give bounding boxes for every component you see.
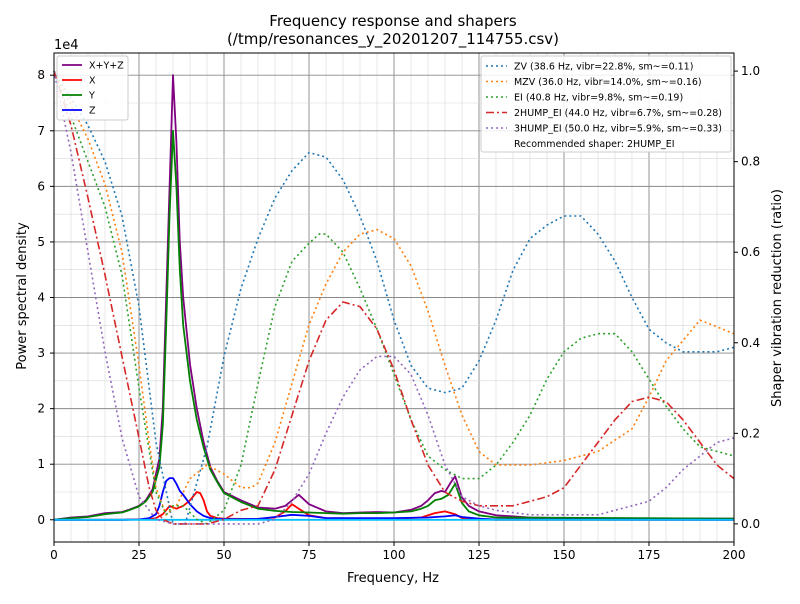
x-tick-label: 0 (50, 548, 58, 562)
psd-legend-label: Y (88, 91, 95, 102)
chart-subtitle: (/tmp/resonances_y_20201207_114755.csv) (227, 30, 559, 49)
x-tick-label: 100 (383, 548, 406, 562)
left-tick-label: 8 (37, 68, 45, 82)
left-axis-label: Power spectral density (15, 222, 30, 370)
shaper-legend-box (480, 55, 732, 153)
chart-title: Frequency response and shapers (269, 12, 517, 30)
right-tick-label: 0.0 (741, 517, 760, 531)
left-axis-ticks: 0 1 2 3 4 5 6 7 8 (37, 68, 54, 527)
psd-legend-label: Z (89, 106, 96, 117)
shaper-legend-label: 3HUMP_EI (50.0 Hz, vibr=5.9%, sm~=0.33) (514, 124, 722, 135)
left-tick-label: 6 (37, 179, 45, 193)
psd-legend-box (56, 55, 129, 121)
x-tick-label: 200 (723, 548, 746, 562)
psd-legend-label: X (89, 76, 96, 87)
x-tick-label: 25 (131, 548, 146, 562)
left-tick-label: 5 (37, 235, 45, 249)
shaper-series-group (53, 70, 735, 525)
psd-line-y (53, 129, 735, 521)
shaper-legend-label: MZV (36.0 Hz, vibr=14.0%, sm~=0.16) (514, 77, 702, 88)
left-tick-label: 3 (37, 346, 45, 360)
right-tick-label: 0.4 (741, 336, 760, 350)
left-tick-label: 1 (37, 457, 45, 471)
right-tick-label: 0.6 (741, 245, 760, 259)
shaper-line-2hump-ei (53, 70, 735, 525)
psd-legend: X+Y+Z XYZ (56, 55, 129, 121)
x-tick-label: 50 (216, 548, 231, 562)
shaper-legend-label: ZV (38.6 Hz, vibr=22.8%, sm~=0.11) (514, 62, 693, 73)
x-axis-ticks: 0 25 50 75 100 125 150 175 200 (50, 542, 745, 562)
grid (53, 53, 735, 542)
shaper-legend: ZV (38.6 Hz, vibr=22.8%, sm~=0.11) MZV (3… (480, 55, 732, 153)
x-axis-label: Frequency, Hz (347, 571, 439, 586)
psd-legend-label: X+Y+Z (89, 61, 124, 72)
right-tick-label: 1.0 (741, 64, 760, 78)
left-tick-label: 2 (37, 402, 45, 416)
right-axis-label: Shaper vibration reduction (ratio) (770, 189, 785, 407)
left-tick-label: 4 (37, 291, 45, 305)
x-tick-label: 125 (468, 548, 491, 562)
left-tick-label: 0 (37, 513, 45, 527)
left-axis-exponent: 1e4 (54, 38, 79, 53)
left-tick-label: 7 (37, 124, 45, 138)
right-axis-ticks: 0.0 0.2 0.4 0.6 0.8 1.0 (734, 64, 760, 531)
shaper-legend-label: 2HUMP_EI (44.0 Hz, vibr=6.7%, sm~=0.28) (514, 108, 722, 119)
shaper-line-3hump-ei (53, 70, 735, 525)
shaper-legend-label: EI (40.8 Hz, vibr=9.8%, sm~=0.19) (514, 93, 683, 104)
x-tick-label: 150 (553, 548, 576, 562)
recommended-shaper-label: Recommended shaper: 2HUMP_EI (514, 139, 675, 150)
shaper-line-zv (53, 70, 735, 525)
right-tick-label: 0.8 (741, 155, 760, 169)
x-tick-label: 75 (301, 548, 316, 562)
x-tick-label: 175 (638, 548, 661, 562)
shaper-line-ei (53, 70, 735, 525)
right-tick-label: 0.2 (741, 426, 760, 440)
